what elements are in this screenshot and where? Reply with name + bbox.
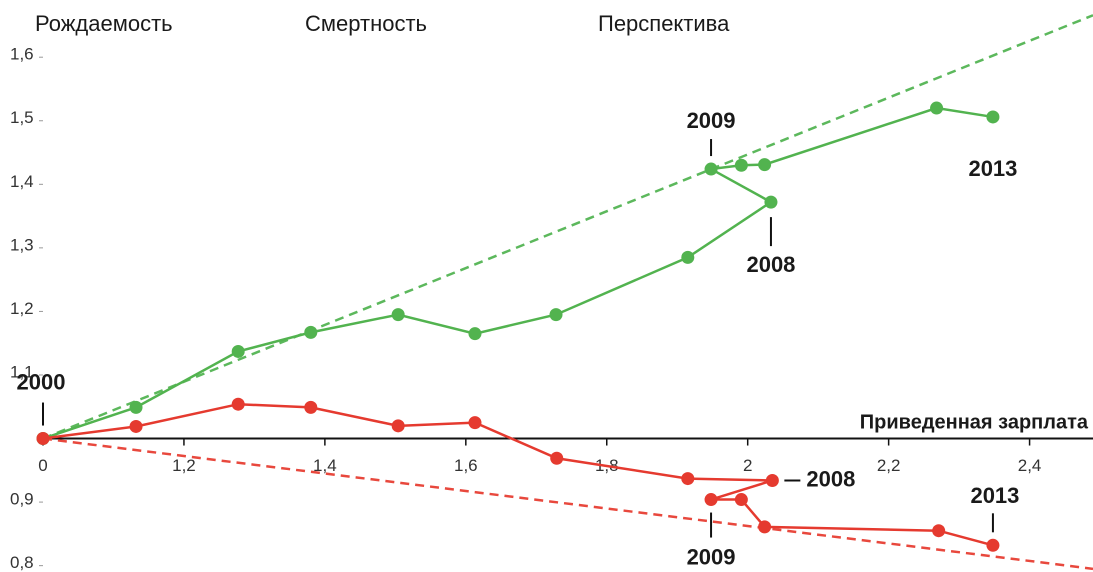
x-tick-label: 0 — [38, 456, 47, 475]
point — [468, 327, 482, 341]
annotation: 2009 — [687, 108, 736, 133]
point — [932, 524, 946, 538]
annotation: 2008 — [746, 252, 795, 277]
tab[interactable]: Перспектива — [598, 11, 730, 36]
point — [304, 400, 318, 414]
point — [391, 308, 405, 322]
tab[interactable]: Смертность — [305, 11, 427, 36]
y-tick-label: 1,5 — [10, 108, 34, 127]
x-tick-label: 1,4 — [313, 456, 337, 475]
trend-line — [42, 437, 1093, 571]
y-tick-label: 1,3 — [10, 235, 34, 254]
point — [391, 419, 405, 433]
y-tick-label: 1,6 — [10, 45, 34, 64]
point — [986, 110, 1000, 124]
point — [734, 493, 748, 507]
y-tick-label: 1,4 — [10, 172, 34, 191]
point — [550, 451, 564, 465]
point — [758, 158, 772, 172]
tab[interactable]: Рождаемость — [35, 11, 173, 36]
point — [468, 416, 482, 430]
x-tick-label: 1,2 — [172, 456, 196, 475]
point — [765, 473, 779, 487]
annotation: 2013 — [968, 156, 1017, 181]
y-tick-label: 1,1 — [10, 362, 34, 381]
point — [549, 308, 563, 322]
point — [231, 397, 245, 411]
point — [758, 520, 772, 534]
point — [129, 400, 143, 414]
point — [704, 493, 718, 507]
x-tick-label: 2,2 — [877, 456, 901, 475]
x-tick-label: 1,6 — [454, 456, 478, 475]
y-tick-label: 1,2 — [10, 299, 34, 318]
x-axis-label: Приведенная зарплата — [860, 411, 1089, 433]
point — [36, 432, 50, 446]
point — [681, 250, 695, 264]
point — [764, 195, 778, 209]
y-tick-label: 0,9 — [10, 490, 34, 509]
point — [704, 162, 718, 176]
line — [42, 106, 994, 440]
annotation: 2008 — [806, 466, 855, 491]
point — [304, 325, 318, 339]
x-tick-label: 2 — [743, 456, 752, 475]
point — [986, 538, 1000, 552]
point — [930, 101, 944, 115]
y-tick-label: 0,8 — [10, 553, 34, 572]
point — [129, 419, 143, 433]
point — [231, 344, 245, 358]
point — [734, 158, 748, 172]
x-tick-label: 2,4 — [1018, 456, 1042, 475]
annotation: 2000 — [17, 369, 66, 394]
trend-line — [42, 14, 1093, 440]
annotation: 2013 — [970, 483, 1019, 508]
point — [681, 472, 695, 486]
annotation: 2009 — [687, 544, 736, 569]
